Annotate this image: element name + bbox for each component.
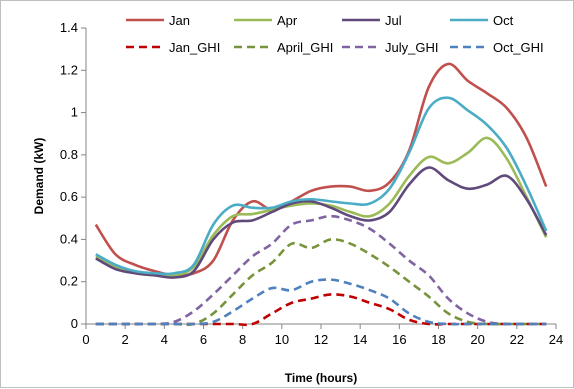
legend-label: Jul — [385, 13, 402, 28]
legend-label: April_GHI — [277, 40, 333, 55]
series-line-oct-ghi — [95, 278, 547, 326]
y-tick-label: 0.4 — [60, 231, 78, 246]
y-tick-label: 0 — [71, 316, 78, 331]
x-tick-label: 4 — [161, 332, 168, 347]
series-line-april-ghi — [95, 238, 547, 327]
y-tick-label: 1.2 — [60, 62, 78, 77]
y-axis-title: Demand (kW) — [32, 138, 46, 215]
x-tick-label: 24 — [549, 332, 563, 347]
x-tick-label: 20 — [470, 332, 484, 347]
y-tick-label: 0.2 — [60, 274, 78, 289]
axes: 00.20.40.60.811.21.40 2 4 6 8 10 12 14 16 18 20 22 2… — [60, 20, 563, 347]
x-tick-label: 10 — [275, 332, 289, 347]
legend-label: Oct_GHI — [493, 40, 544, 55]
x-tick-label: 0 — [82, 332, 89, 347]
legend-label: Jan_GHI — [169, 40, 220, 55]
legend-label: Apr — [277, 13, 298, 28]
series-line-apr — [95, 136, 548, 278]
series-line-jan — [94, 62, 548, 277]
y-tick-label: 1.4 — [60, 20, 78, 35]
y-tick-label: 1 — [71, 105, 78, 120]
series-line-july-ghi — [95, 214, 547, 326]
x-axis-title: Time (hours) — [285, 371, 357, 385]
series-line-oct — [95, 96, 548, 276]
x-tick-label: 14 — [353, 332, 367, 347]
x-tick-label: 22 — [510, 332, 524, 347]
y-tick-label: 0.8 — [60, 147, 78, 162]
x-tick-label: 12 — [314, 332, 328, 347]
x-tick-label: 18 — [431, 332, 445, 347]
legend: Jan Apr Jul Oct Jan_GHI April_GHI July_GHI Oct_… — [126, 13, 544, 55]
legend-label: July_GHI — [385, 40, 438, 55]
x-tick-label: 16 — [392, 332, 406, 347]
x-tick-label: 2 — [122, 332, 129, 347]
legend-label: Oct — [493, 13, 514, 28]
series-line-jul — [95, 166, 548, 279]
legend-label: Jan — [169, 13, 190, 28]
y-tick-label: 0.6 — [60, 189, 78, 204]
series-layer — [94, 62, 548, 327]
x-tick-label: 6 — [200, 332, 207, 347]
x-tick-label: 8 — [239, 332, 246, 347]
